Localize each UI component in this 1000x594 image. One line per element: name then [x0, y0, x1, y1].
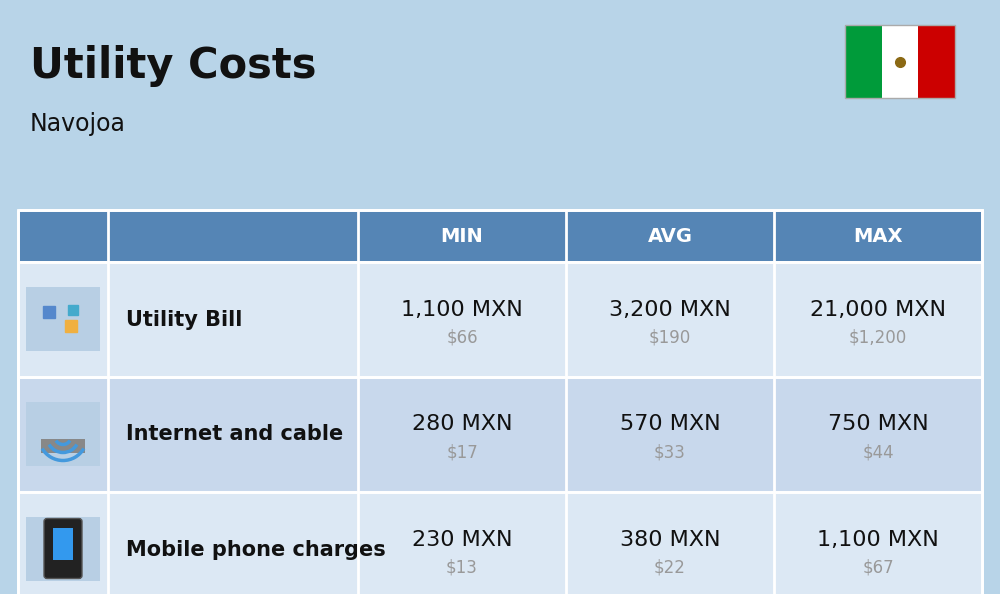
Text: Navojoa: Navojoa [30, 112, 126, 136]
Text: $22: $22 [654, 558, 686, 577]
Bar [18, 210, 982, 262]
Bar [18, 210, 982, 594]
Bar [26, 517, 100, 581]
Text: $66: $66 [446, 328, 478, 346]
Text: 230 MXN: 230 MXN [412, 529, 512, 549]
Bar [26, 402, 100, 466]
Bar [882, 25, 918, 98]
Text: $67: $67 [862, 558, 894, 577]
Bar [26, 287, 100, 351]
Text: 21,000 MXN: 21,000 MXN [810, 299, 946, 320]
Text: 570 MXN: 570 MXN [620, 415, 720, 434]
Bar [845, 25, 882, 98]
Text: Internet and cable: Internet and cable [126, 425, 343, 444]
Text: 750 MXN: 750 MXN [828, 415, 928, 434]
Text: $1,200: $1,200 [849, 328, 907, 346]
Text: 1,100 MXN: 1,100 MXN [817, 529, 939, 549]
Text: $17: $17 [446, 444, 478, 462]
Text: MIN: MIN [441, 226, 483, 245]
Bar [845, 25, 955, 98]
Text: AVG: AVG [648, 226, 692, 245]
Text: $190: $190 [649, 328, 691, 346]
Text: Utility Bill: Utility Bill [126, 309, 242, 330]
Bar [41, 438, 85, 453]
Text: $44: $44 [862, 444, 894, 462]
Text: $13: $13 [446, 558, 478, 577]
Bar [918, 25, 955, 98]
FancyBboxPatch shape [44, 519, 82, 579]
Bar [18, 262, 982, 377]
Text: Utility Costs: Utility Costs [30, 45, 316, 87]
Bar [18, 377, 982, 492]
Text: 280 MXN: 280 MXN [412, 415, 512, 434]
Bar [18, 492, 982, 594]
Text: $33: $33 [654, 444, 686, 462]
Text: 380 MXN: 380 MXN [620, 529, 720, 549]
Bar [53, 527, 73, 560]
Text: MAX: MAX [853, 226, 903, 245]
Text: 3,200 MXN: 3,200 MXN [609, 299, 731, 320]
Text: 1,100 MXN: 1,100 MXN [401, 299, 523, 320]
Text: Mobile phone charges: Mobile phone charges [126, 539, 386, 560]
